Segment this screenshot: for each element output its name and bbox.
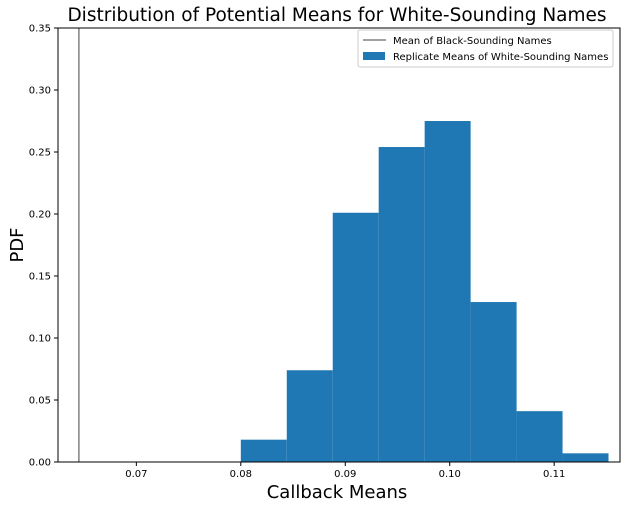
- legend-frame: [357, 29, 614, 68]
- y-tick-label: 0.30: [29, 86, 51, 97]
- plot-frame: [57, 27, 621, 463]
- y-tick-label: 0.25: [29, 148, 51, 159]
- histogram-bar: [378, 147, 425, 463]
- x-axis: 0.07 0.08 0.09 0.10 0.11: [125, 462, 565, 480]
- y-axis-label: PDF: [7, 227, 28, 262]
- x-tick-label: 0.07: [125, 469, 147, 480]
- y-axis: 0.00 0.05 0.10 0.15 0.20 0.25 0.30 0.35: [29, 24, 58, 469]
- x-tick-label: 0.11: [543, 469, 565, 480]
- legend: Mean of Black-Sounding Names Replicate M…: [357, 29, 614, 68]
- histogram-bar: [286, 370, 333, 462]
- legend-bar-swatch: [363, 52, 385, 60]
- legend-label-black-mean: Mean of Black-Sounding Names: [393, 36, 552, 47]
- x-tick-label: 0.10: [439, 469, 461, 480]
- y-tick-label: 0.10: [29, 334, 51, 345]
- y-tick-label: 0.35: [29, 24, 51, 35]
- histogram-bar: [240, 439, 287, 462]
- y-tick-label: 0.00: [29, 458, 51, 469]
- y-tick-label: 0.20: [29, 210, 51, 221]
- histogram-bar: [424, 121, 471, 462]
- histogram-bar: [332, 212, 379, 462]
- y-tick-label: 0.05: [29, 396, 51, 407]
- plot-area: [78, 28, 609, 463]
- x-tick-label: 0.08: [230, 469, 252, 480]
- histogram-bar: [562, 453, 609, 462]
- x-axis-label: Callback Means: [267, 482, 408, 503]
- chart-title: Distribution of Potential Means for Whit…: [67, 5, 606, 26]
- histogram-bar: [470, 302, 517, 462]
- x-tick-label: 0.09: [334, 469, 356, 480]
- histogram-bar: [516, 411, 563, 462]
- legend-label-white-replicates: Replicate Means of White-Sounding Names: [393, 52, 608, 63]
- y-tick-label: 0.15: [29, 272, 51, 283]
